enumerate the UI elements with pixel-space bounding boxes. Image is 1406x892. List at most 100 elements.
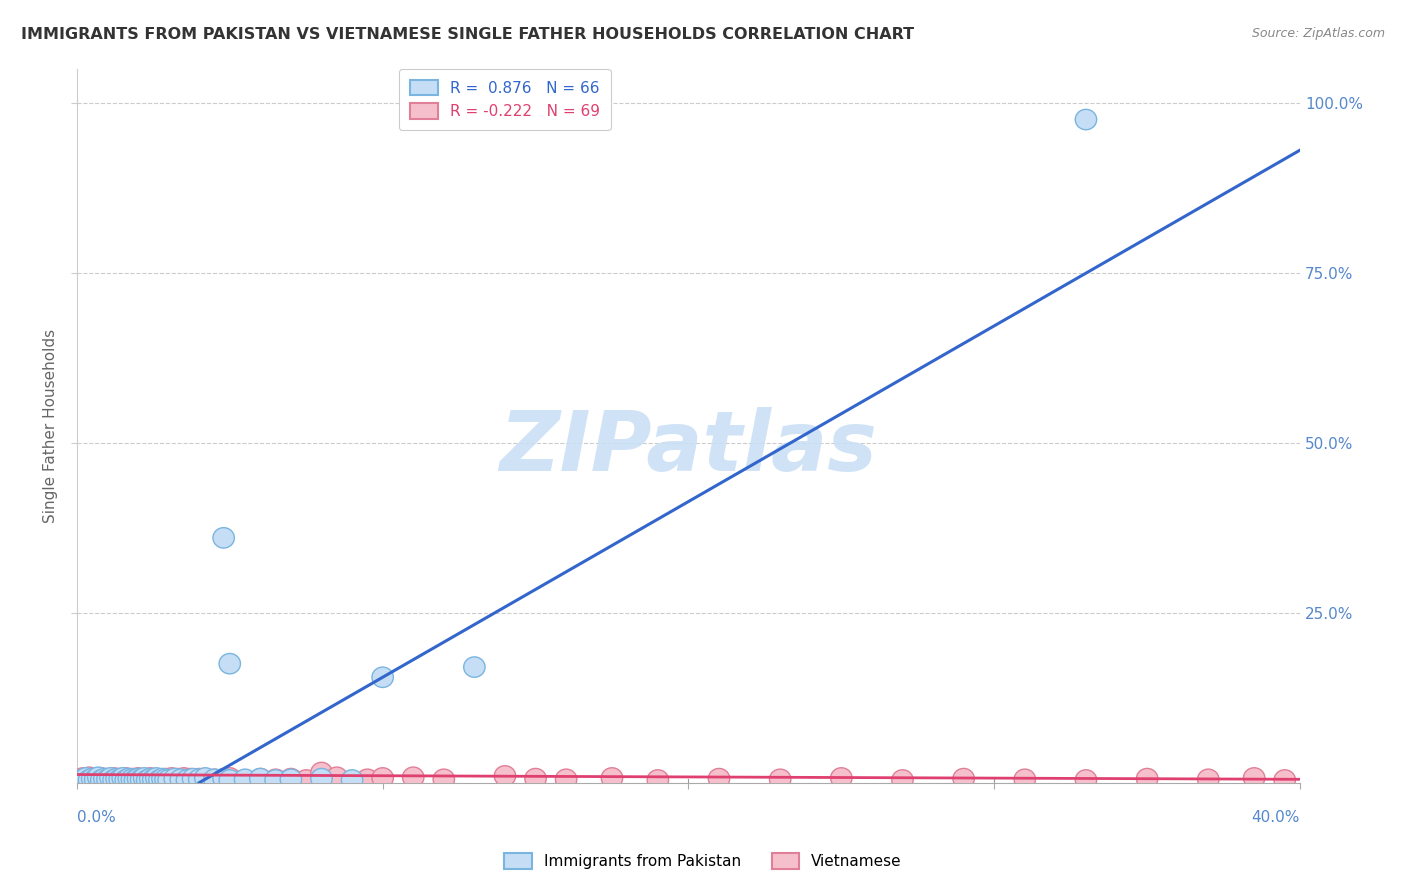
Ellipse shape (264, 770, 287, 790)
Ellipse shape (87, 769, 110, 789)
Ellipse shape (79, 770, 100, 790)
Ellipse shape (953, 768, 974, 789)
Ellipse shape (311, 768, 332, 789)
Ellipse shape (128, 768, 149, 789)
Ellipse shape (464, 657, 485, 677)
Text: 40.0%: 40.0% (1251, 810, 1301, 825)
Ellipse shape (326, 767, 347, 788)
Ellipse shape (280, 769, 302, 789)
Ellipse shape (373, 768, 394, 789)
Ellipse shape (112, 768, 134, 789)
Y-axis label: Single Father Households: Single Father Households (44, 328, 58, 523)
Ellipse shape (90, 770, 112, 790)
Ellipse shape (1136, 768, 1157, 789)
Text: ZIPatlas: ZIPatlas (499, 407, 877, 488)
Ellipse shape (110, 769, 131, 789)
Ellipse shape (212, 768, 235, 789)
Ellipse shape (136, 769, 157, 789)
Ellipse shape (136, 770, 157, 790)
Ellipse shape (157, 770, 180, 790)
Ellipse shape (155, 769, 176, 789)
Ellipse shape (94, 770, 115, 790)
Ellipse shape (76, 768, 97, 789)
Ellipse shape (194, 768, 217, 789)
Ellipse shape (149, 769, 170, 789)
Ellipse shape (76, 769, 97, 789)
Ellipse shape (100, 768, 121, 789)
Ellipse shape (831, 768, 852, 789)
Ellipse shape (128, 768, 149, 789)
Ellipse shape (124, 770, 146, 790)
Ellipse shape (647, 770, 669, 790)
Ellipse shape (115, 768, 136, 789)
Ellipse shape (402, 767, 425, 788)
Ellipse shape (165, 770, 186, 790)
Ellipse shape (131, 770, 152, 790)
Ellipse shape (176, 770, 198, 790)
Ellipse shape (180, 768, 201, 789)
Ellipse shape (188, 768, 209, 789)
Ellipse shape (84, 769, 105, 789)
Ellipse shape (524, 768, 547, 789)
Ellipse shape (295, 770, 316, 790)
Ellipse shape (1198, 769, 1219, 789)
Ellipse shape (433, 769, 454, 789)
Text: 0.0%: 0.0% (77, 810, 115, 825)
Ellipse shape (219, 654, 240, 673)
Ellipse shape (769, 769, 792, 789)
Ellipse shape (1076, 110, 1097, 129)
Ellipse shape (1274, 770, 1295, 790)
Ellipse shape (112, 769, 134, 789)
Ellipse shape (118, 768, 139, 789)
Ellipse shape (219, 768, 240, 789)
Ellipse shape (152, 768, 173, 789)
Ellipse shape (103, 770, 124, 790)
Ellipse shape (82, 768, 103, 789)
Ellipse shape (709, 768, 730, 789)
Ellipse shape (1076, 770, 1097, 790)
Ellipse shape (134, 768, 155, 789)
Ellipse shape (155, 768, 176, 789)
Ellipse shape (87, 767, 110, 788)
Ellipse shape (90, 768, 112, 789)
Ellipse shape (105, 770, 128, 790)
Ellipse shape (219, 770, 240, 790)
Ellipse shape (146, 768, 167, 789)
Ellipse shape (105, 768, 128, 789)
Ellipse shape (146, 768, 167, 789)
Ellipse shape (121, 768, 142, 789)
Ellipse shape (79, 767, 100, 788)
Ellipse shape (173, 768, 194, 789)
Ellipse shape (142, 769, 165, 789)
Ellipse shape (94, 768, 115, 789)
Ellipse shape (97, 769, 118, 789)
Ellipse shape (100, 769, 121, 789)
Legend: R =  0.876   N = 66, R = -0.222   N = 69: R = 0.876 N = 66, R = -0.222 N = 69 (399, 69, 610, 130)
Ellipse shape (118, 770, 139, 790)
Ellipse shape (212, 528, 235, 548)
Ellipse shape (103, 768, 124, 789)
Text: IMMIGRANTS FROM PAKISTAN VS VIETNAMESE SINGLE FATHER HOUSEHOLDS CORRELATION CHAR: IMMIGRANTS FROM PAKISTAN VS VIETNAMESE S… (21, 27, 914, 42)
Ellipse shape (183, 768, 204, 789)
Ellipse shape (373, 667, 394, 688)
Ellipse shape (131, 769, 152, 789)
Ellipse shape (84, 768, 105, 789)
Ellipse shape (235, 769, 256, 789)
Ellipse shape (176, 770, 198, 790)
Ellipse shape (121, 769, 142, 789)
Ellipse shape (170, 769, 191, 789)
Ellipse shape (165, 768, 186, 789)
Ellipse shape (139, 768, 160, 789)
Ellipse shape (139, 768, 160, 789)
Ellipse shape (124, 769, 146, 789)
Ellipse shape (160, 768, 183, 789)
Ellipse shape (115, 770, 136, 790)
Ellipse shape (110, 768, 131, 789)
Ellipse shape (555, 769, 576, 789)
Ellipse shape (204, 769, 225, 789)
Ellipse shape (186, 770, 207, 790)
Text: Source: ZipAtlas.com: Source: ZipAtlas.com (1251, 27, 1385, 40)
Ellipse shape (72, 769, 94, 789)
Ellipse shape (157, 769, 180, 789)
Ellipse shape (72, 768, 94, 789)
